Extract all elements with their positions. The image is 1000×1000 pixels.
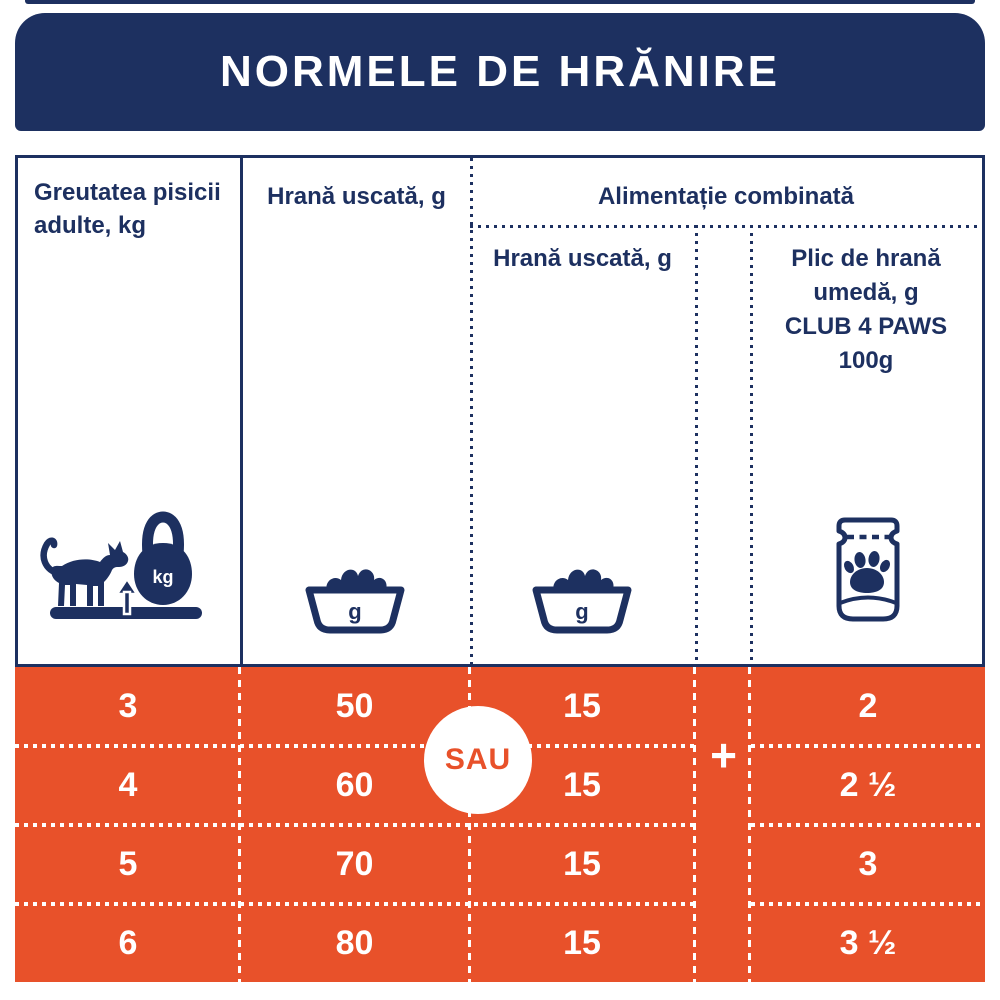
combined-wet-header: Plic de hrană umedă, g CLUB 4 PAWS 100g	[750, 242, 982, 378]
cat-weight-scale-icon: kg	[38, 494, 213, 624]
combined-wet-header-line2: umedă, g	[813, 279, 919, 306]
grid-row-separator	[15, 744, 695, 748]
combined-wet-header-line3: CLUB 4 PAWS	[784, 313, 948, 340]
cell-dry: 60	[335, 766, 374, 804]
cell-weight: 5	[118, 845, 138, 883]
page-title: NORMELE DE HRĂNIRE	[219, 47, 781, 96]
kettlebell-kg-label: kg	[152, 567, 173, 587]
dry-food-bowl-icon: g	[300, 556, 410, 638]
cell-weight: 3	[118, 687, 138, 725]
cell-dry: 70	[335, 845, 374, 883]
divider-combined-left-plus	[695, 225, 698, 664]
combined-header: Alimentație combinată	[597, 183, 855, 210]
cell-weight: 6	[118, 923, 138, 962]
cell-combo-dry: 15	[563, 766, 601, 804]
wet-food-pouch-icon	[830, 516, 906, 626]
combined-dry-header: Hrană uscată, g	[493, 245, 672, 272]
title-banner: NORMELE DE HRĂNIRE	[15, 13, 985, 131]
divider-combined-plus-right	[750, 225, 753, 664]
combined-wet-header-line4: 100g	[838, 347, 894, 374]
cell-combo-dry: 15	[563, 923, 601, 962]
combined-wet-header-line1: Plic de hrană	[791, 245, 941, 272]
table-header-section: Greutatea pisicii adulte, kg Hrană uscat…	[15, 155, 985, 667]
cell-combo-wet: 3 ½	[839, 923, 897, 962]
grid-row-separator	[15, 902, 695, 906]
grid-row-separator	[751, 902, 985, 906]
divider-combined-subheader	[470, 225, 982, 228]
cell-combo-wet: 2	[858, 687, 878, 725]
cell-combo-wet: 2 ½	[839, 766, 897, 804]
or-badge: SAU	[424, 706, 532, 814]
bowl-g-label: g	[575, 599, 588, 624]
paw-print-icon	[843, 551, 891, 593]
data-grid: 3 50 15 2 4 60 15 2 ½ 5 70 15 3 6 80 15 …	[15, 667, 985, 982]
top-divider-strip	[25, 0, 975, 4]
col-weight-header: Greutatea pisicii adulte, kg	[34, 179, 221, 239]
plus-sign: +	[710, 729, 737, 781]
grid-divider-plus-right	[748, 667, 751, 982]
grid-row-separator	[751, 823, 985, 827]
cell-weight: 4	[118, 766, 138, 804]
grid-row-separator	[15, 823, 695, 827]
bowl-g-label: g	[348, 599, 361, 624]
divider-col2-combined	[470, 158, 473, 664]
dry-food-bowl-icon: g	[527, 556, 637, 638]
col-dry-header: Hrană uscată, g	[267, 183, 446, 210]
cell-dry: 50	[335, 687, 374, 725]
cell-dry: 80	[335, 923, 374, 962]
cell-combo-dry: 15	[563, 845, 601, 883]
divider-col1-col2	[240, 158, 243, 664]
grid-row-separator	[751, 744, 985, 748]
cell-combo-dry: 15	[563, 687, 601, 725]
cell-combo-wet: 3	[858, 845, 878, 883]
